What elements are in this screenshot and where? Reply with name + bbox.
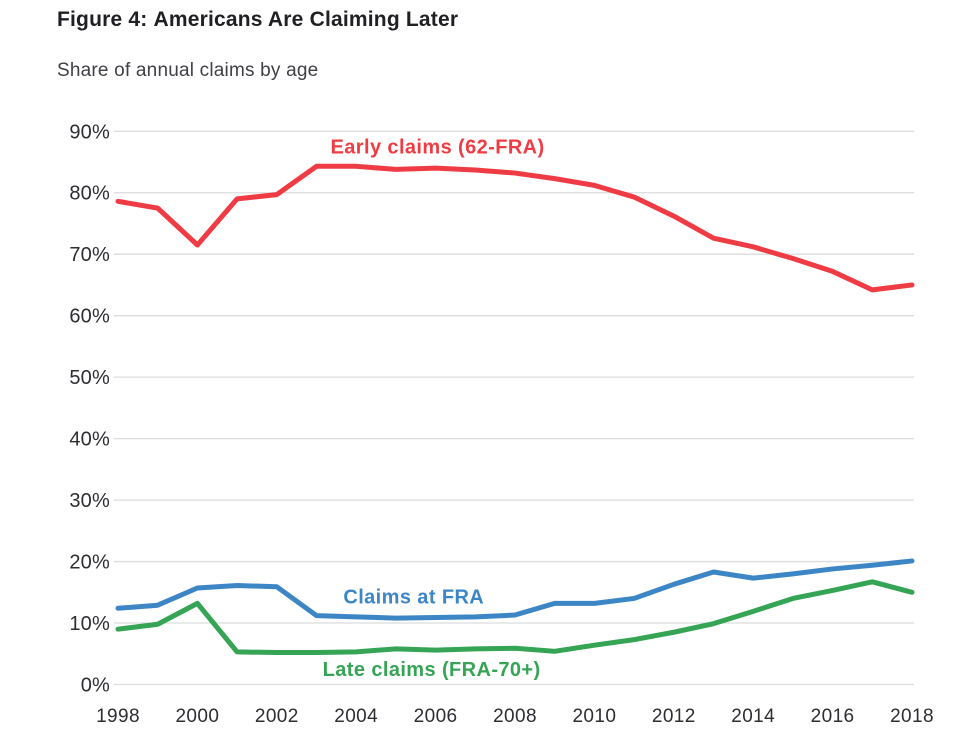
series-line-claims-at-fra xyxy=(115,558,915,621)
figure-title-text: Americans Are Claiming Later xyxy=(153,8,459,31)
series-line-late-claims xyxy=(115,579,915,656)
figure-subtitle: Share of annual claims by age xyxy=(57,60,319,81)
y-tick-label-40: 40% xyxy=(69,429,110,451)
x-tick-label-2000: 2000 xyxy=(175,706,219,727)
x-tick-label-1998: 1998 xyxy=(96,706,140,727)
series-line-early-claims xyxy=(115,163,915,293)
y-tick-label-70: 70% xyxy=(69,244,110,266)
x-tick-label-2010: 2010 xyxy=(572,706,616,727)
x-tick-label-2014: 2014 xyxy=(731,706,775,727)
figure-label: Figure 4: xyxy=(57,8,148,31)
x-tick-label-2016: 2016 xyxy=(811,706,855,727)
y-tick-label-50: 50% xyxy=(69,367,110,389)
series-label-early-claims: Early claims (62-FRA) xyxy=(331,137,545,159)
series-label-claims-at-fra: Claims at FRA xyxy=(343,587,484,609)
x-tick-label-2012: 2012 xyxy=(652,706,696,727)
series-label-late-claims: Late claims (FRA-70+) xyxy=(323,659,541,681)
y-tick-label-0: 0% xyxy=(81,675,110,697)
figure-title: Figure 4: Americans Are Claiming Later xyxy=(57,6,917,34)
figure-header: Figure 4: Americans Are Claiming Later Sh… xyxy=(57,6,917,82)
y-tick-label-20: 20% xyxy=(69,552,110,574)
x-tick-label-2008: 2008 xyxy=(493,706,537,727)
y-tick-label-30: 30% xyxy=(69,490,110,512)
x-tick-label-2006: 2006 xyxy=(414,706,458,727)
y-tick-label-80: 80% xyxy=(69,183,110,205)
y-tick-label-10: 10% xyxy=(69,613,110,635)
x-tick-label-2002: 2002 xyxy=(255,706,299,727)
x-tick-label-2004: 2004 xyxy=(334,706,378,727)
y-tick-label-90: 90% xyxy=(69,121,110,143)
x-tick-label-2018: 2018 xyxy=(890,706,934,727)
y-tick-label-60: 60% xyxy=(69,306,110,328)
